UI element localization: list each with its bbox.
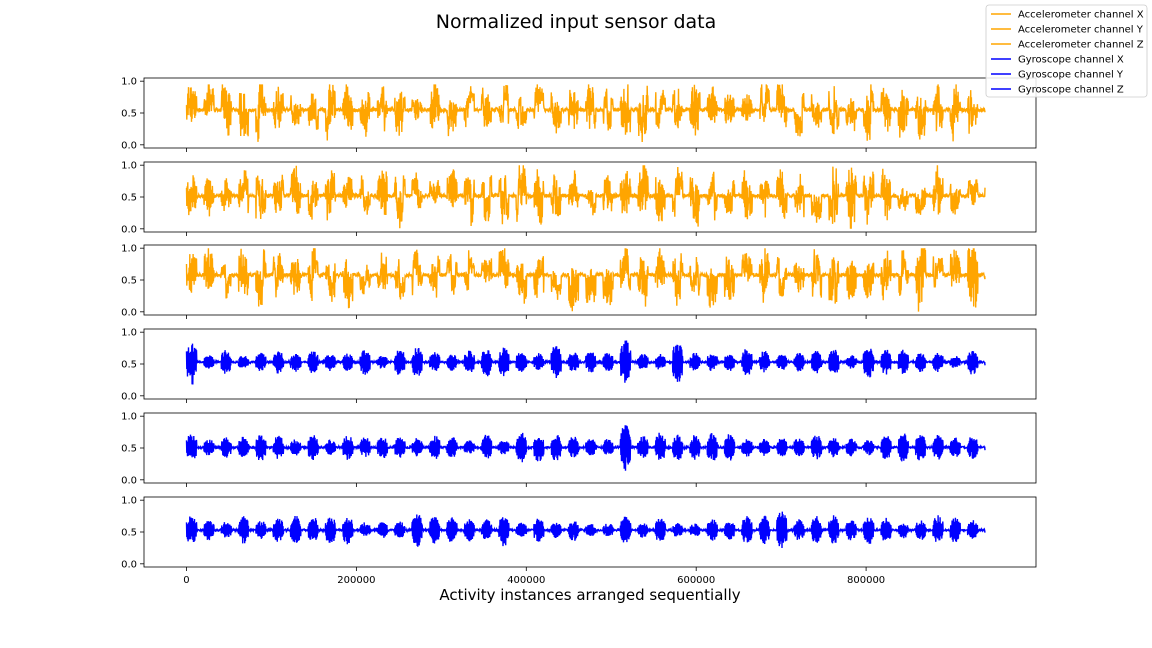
y-tick-label: 1.0: [121, 412, 137, 423]
subplot-3: 0.0 0.5 1.0: [121, 244, 1036, 319]
y-tick-label: 1.0: [121, 328, 137, 339]
x-axis-ticks: 0 200000 400000 600000 800000: [183, 575, 885, 586]
y-tick-label: 0.0: [121, 307, 137, 318]
legend-label: Accelerometer channel X: [1018, 10, 1144, 21]
legend: Accelerometer channel X Accelerometer cha…: [986, 5, 1147, 97]
y-tick-label: 0.0: [121, 475, 137, 486]
y-tick-label: 0.5: [121, 109, 137, 120]
legend-label: Accelerometer channel Y: [1018, 25, 1144, 36]
y-tick-label: 0.5: [121, 360, 137, 371]
y-tick-label: 0.0: [121, 559, 137, 570]
legend-label: Gyroscope channel X: [1018, 55, 1124, 66]
x-tick-label: 0: [183, 575, 189, 586]
subplot-5: 0.0 0.5 1.0: [121, 412, 1036, 487]
x-tick-label: 800000: [847, 575, 885, 586]
y-tick-label: 1.0: [121, 77, 137, 88]
y-tick-label: 0.5: [121, 276, 137, 287]
legend-label: Accelerometer channel Z: [1018, 40, 1144, 51]
chart-title: Normalized input sensor data: [436, 11, 717, 33]
y-tick-label: 1.0: [121, 496, 137, 507]
series-line-6: [187, 512, 986, 548]
x-axis-label: Activity instances arranged sequentially: [439, 586, 740, 604]
subplot-2: 0.0 0.5 1.0: [121, 161, 1036, 236]
series-line-2: [187, 165, 986, 229]
legend-label: Gyroscope channel Z: [1018, 85, 1124, 96]
x-tick-label: 400000: [507, 575, 545, 586]
y-tick-label: 0.0: [121, 224, 137, 235]
subplot-6: 0.0 0.5 1.0: [121, 496, 1036, 571]
legend-label: Gyroscope channel Y: [1018, 70, 1124, 81]
x-tick-label: 600000: [677, 575, 715, 586]
x-tick-label: 200000: [337, 575, 375, 586]
series-line-5: [187, 425, 986, 471]
y-tick-label: 0.0: [121, 391, 137, 402]
subplot-panels: 0.00.51.00.00.51.00.00.51.00.00.51.00.00…: [121, 77, 1036, 571]
y-tick-label: 0.5: [121, 528, 137, 539]
y-tick-label: 0.5: [121, 444, 137, 455]
subplot-4: 0.0 0.5 1.0: [121, 328, 1036, 403]
y-tick-label: 0.5: [121, 193, 137, 204]
y-tick-label: 0.0: [121, 140, 137, 151]
y-tick-label: 1.0: [121, 244, 137, 255]
series-line-1: [187, 84, 986, 142]
series-line-3: [187, 248, 986, 311]
series-line-4: [187, 341, 986, 385]
y-tick-label: 1.0: [121, 161, 137, 172]
subplot-1: 0.0 0.5 1.0: [121, 77, 1036, 152]
